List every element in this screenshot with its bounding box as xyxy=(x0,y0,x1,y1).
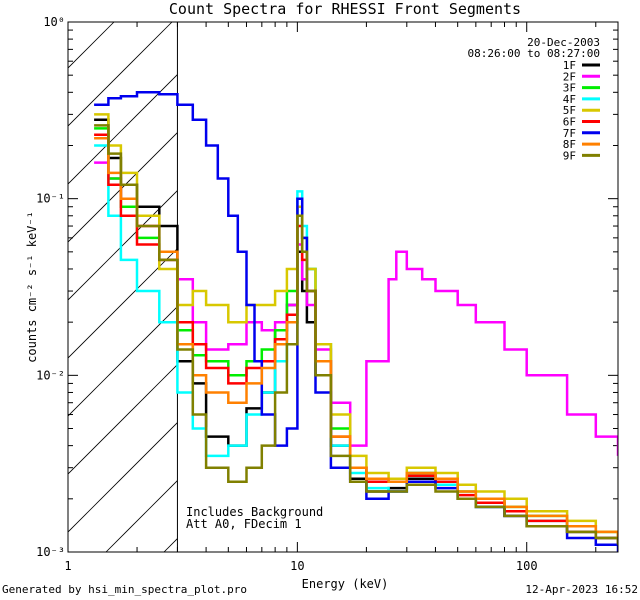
hatch-line xyxy=(512,22,640,552)
series-line-2F xyxy=(94,161,618,456)
legend-label-4F: 4F xyxy=(563,93,576,106)
x-tick-label: 1 xyxy=(64,559,71,573)
legend-label-1F: 1F xyxy=(563,59,576,72)
series-lines xyxy=(94,91,618,552)
series-line-9F xyxy=(94,124,618,545)
y-tick-label: 10⁻³ xyxy=(36,545,65,559)
legend-label-5F: 5F xyxy=(563,104,576,117)
footer-generated-by: Generated by hsi_min_spectra_plot.pro xyxy=(2,583,248,596)
hatch-line xyxy=(570,22,640,552)
legend-time-range: 08:26:00 to 08:27:00 xyxy=(468,47,600,60)
hatch-line xyxy=(280,22,640,552)
hatch-line xyxy=(68,364,178,475)
hatch-line xyxy=(454,22,640,552)
legend-label-3F: 3F xyxy=(563,82,576,95)
plot-area xyxy=(68,22,640,552)
legend: 20-Dec-2003 08:26:00 to 08:27:00 1F2F3F4… xyxy=(468,36,600,162)
series-line-6F xyxy=(94,133,618,545)
annotation-attenuator: Att A0, FDecim 1 xyxy=(186,517,302,531)
legend-label-7F: 7F xyxy=(563,127,576,140)
footer-timestamp: 12-Apr-2023 16:52 xyxy=(525,583,638,596)
legend-label-6F: 6F xyxy=(563,116,576,129)
y-tick-label: 10⁰ xyxy=(43,15,65,29)
x-tick-label: 100 xyxy=(516,559,538,573)
hatch-line xyxy=(68,190,178,301)
hatch-line xyxy=(68,132,178,243)
hatch-line xyxy=(68,22,115,69)
hatch-line xyxy=(68,74,178,185)
chart-title: Count Spectra for RHESSI Front Segments xyxy=(169,0,521,18)
y-tick-label: 10⁻¹ xyxy=(36,192,65,206)
hatch-line xyxy=(68,22,173,127)
legend-date: 20-Dec-2003 xyxy=(527,36,600,49)
legend-label-9F: 9F xyxy=(563,149,576,162)
hatch-line xyxy=(68,422,178,533)
legend-label-2F: 2F xyxy=(563,70,576,83)
x-tick-label: 10 xyxy=(290,559,304,573)
annotation-background: Includes Background xyxy=(186,505,323,519)
series-line-3F xyxy=(94,127,618,538)
axis-ticks: 1 10 100 10⁻³ 10⁻² 10⁻¹ 10⁰ xyxy=(36,15,618,573)
hatch-line xyxy=(628,22,640,552)
legend-label-8F: 8F xyxy=(563,138,576,151)
plot-frame xyxy=(67,21,619,553)
series-line-5F xyxy=(94,113,618,538)
x-axis-label: Energy (keV) xyxy=(302,577,389,591)
y-tick-label: 10⁻² xyxy=(36,368,65,382)
y-axis-label: counts cm⁻² s⁻¹ keV⁻¹ xyxy=(25,211,39,363)
hatch-line xyxy=(68,248,178,359)
excluded-region-hatch xyxy=(68,22,640,552)
